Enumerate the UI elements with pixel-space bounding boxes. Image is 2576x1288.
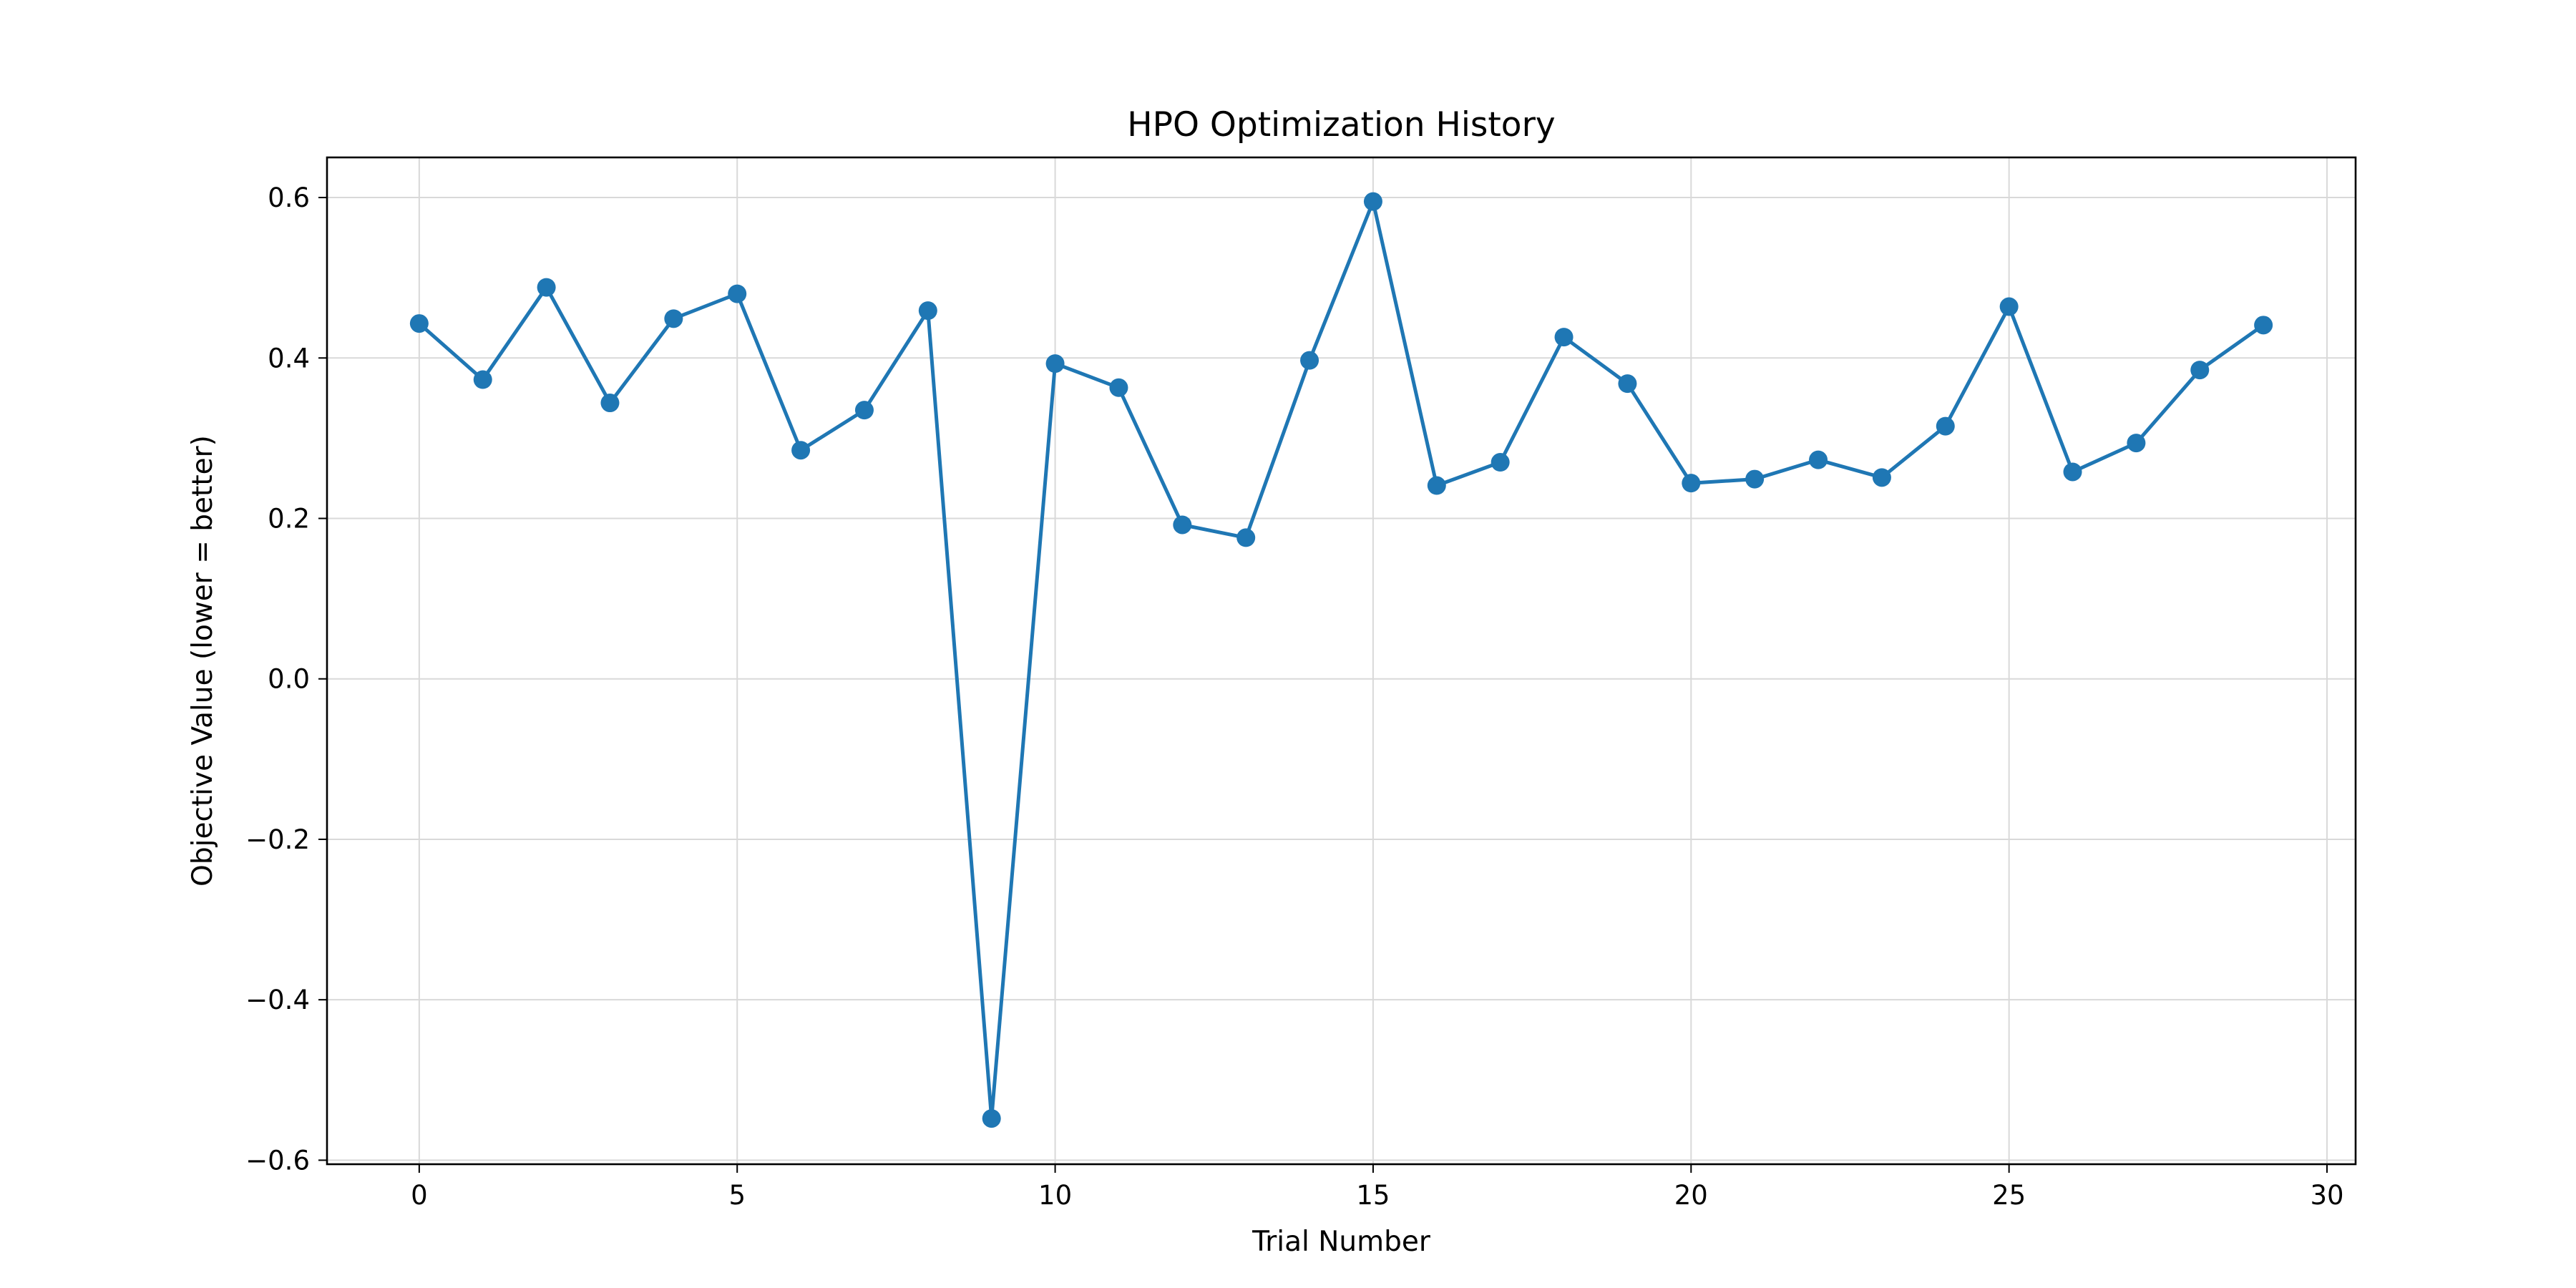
y-tick-label: −0.4: [245, 985, 310, 1015]
series-line: [417, 200, 2265, 1121]
x-tick-label: 25: [1992, 1180, 2026, 1211]
data-point: [2063, 462, 2082, 482]
data-point: [473, 370, 492, 389]
data-point: [1745, 469, 1765, 489]
data-point: [1363, 192, 1382, 211]
data-point: [1427, 476, 1446, 495]
data-point: [982, 1109, 1001, 1128]
data-point: [600, 394, 620, 413]
x-tick-label: 10: [1038, 1180, 1072, 1211]
data-point: [1682, 474, 1701, 493]
series-layer: [409, 192, 2273, 1128]
x-tick-label: 15: [1356, 1180, 1390, 1211]
y-tick-label: 0.6: [268, 182, 310, 213]
data-point: [1045, 354, 1065, 374]
data-point: [1491, 453, 1510, 472]
y-tick-label: 0.2: [268, 504, 310, 535]
data-point: [1999, 297, 2019, 316]
data-point: [2127, 434, 2146, 453]
grid-lines: [327, 157, 2356, 1164]
chart-title: HPO Optimization History: [1127, 105, 1555, 145]
x-tick-label: 20: [1674, 1180, 1708, 1211]
data-point: [537, 278, 556, 297]
y-axis-label: Objective Value (lower = better): [187, 435, 219, 887]
data-point: [409, 314, 429, 333]
plot-frame: [326, 156, 2357, 1166]
data-point: [2254, 316, 2273, 335]
data-point: [1809, 450, 1828, 469]
data-point: [1872, 468, 1891, 487]
data-point: [1109, 378, 1128, 397]
data-point: [1236, 528, 1256, 547]
data-point: [664, 309, 683, 328]
x-tick-label: 30: [2310, 1180, 2343, 1211]
data-point: [1554, 328, 1574, 347]
axis-ticks: 0 5 10 15 20 25 30 −0.6 −0.4 −0.2 0.0 0.2 0.4 0.6: [245, 182, 2343, 1211]
y-tick-label: 0.4: [268, 343, 310, 374]
data-point: [1936, 416, 1955, 436]
data-point: [791, 441, 811, 460]
y-tick-label: 0.0: [268, 664, 310, 695]
x-axis-label: Trial Number: [1252, 1226, 1431, 1258]
data-point: [1300, 351, 1319, 370]
data-point: [1618, 374, 1637, 394]
y-tick-label: −0.6: [245, 1145, 310, 1176]
data-point: [2190, 361, 2210, 380]
x-tick-label: 0: [411, 1180, 428, 1211]
y-tick-label: −0.2: [245, 824, 310, 855]
data-point: [1173, 515, 1192, 535]
data-point: [918, 301, 937, 321]
data-point: [728, 284, 747, 303]
x-tick-label: 5: [728, 1180, 746, 1211]
data-point: [854, 401, 874, 420]
